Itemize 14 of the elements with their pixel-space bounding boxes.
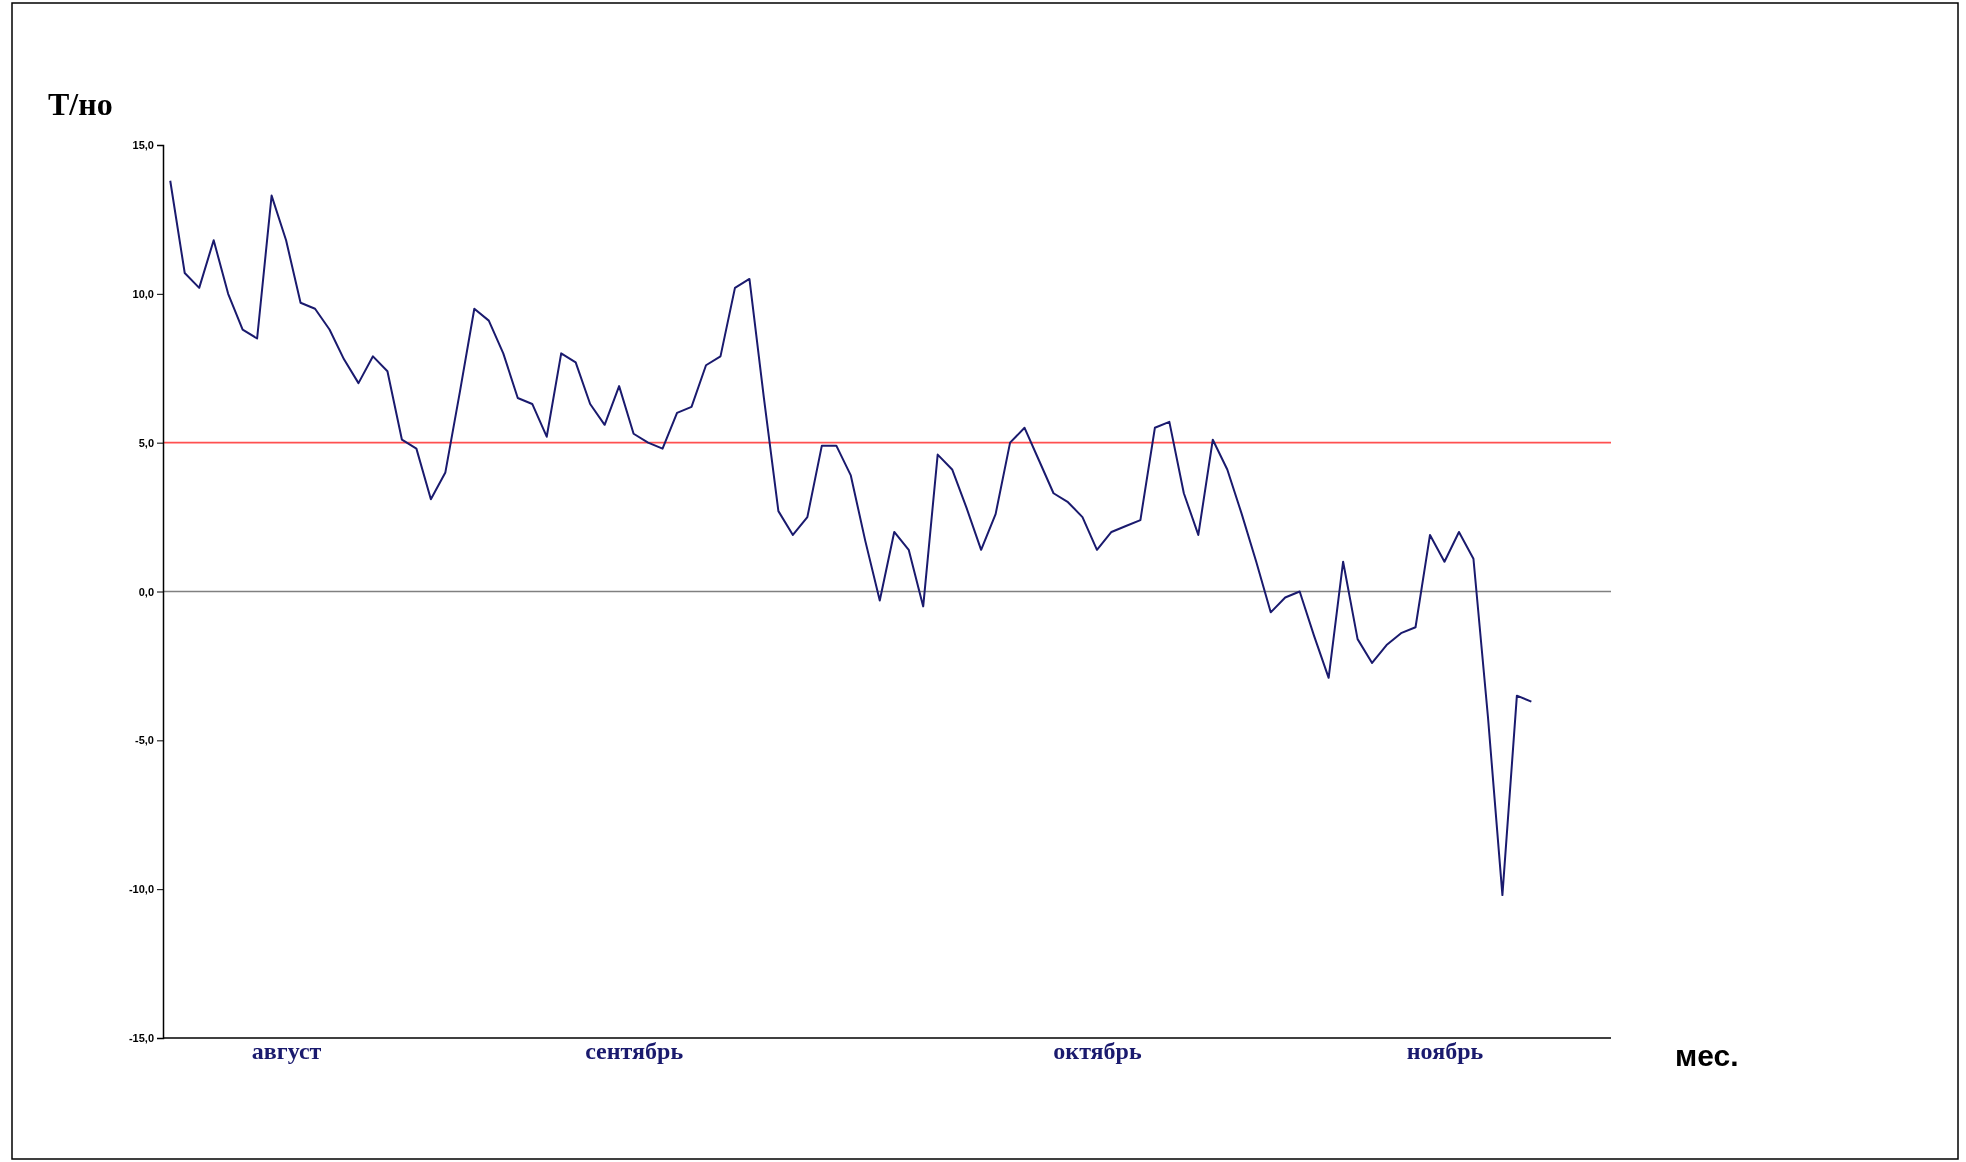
y-tick-label: -10,0 (128, 883, 154, 896)
x-tick-label: сентябрь (585, 1038, 684, 1064)
y-tick-label: -5,0 (135, 734, 154, 747)
x-axis-title: мес. (1675, 1039, 1739, 1072)
x-tick-label: октябрь (1053, 1038, 1142, 1064)
x-tick-label: ноябрь (1406, 1038, 1484, 1064)
y-axis-title: Т/но (48, 86, 113, 122)
line-series (169, 179, 1533, 897)
y-tick-label: 0,0 (138, 585, 154, 598)
x-tick-label: август (251, 1038, 322, 1064)
y-tick-label: 15,0 (132, 139, 154, 152)
y-tick-label: 10,0 (132, 287, 154, 300)
y-tick-label: 5,0 (138, 436, 154, 449)
y-tick-label: -15,0 (128, 1032, 154, 1045)
